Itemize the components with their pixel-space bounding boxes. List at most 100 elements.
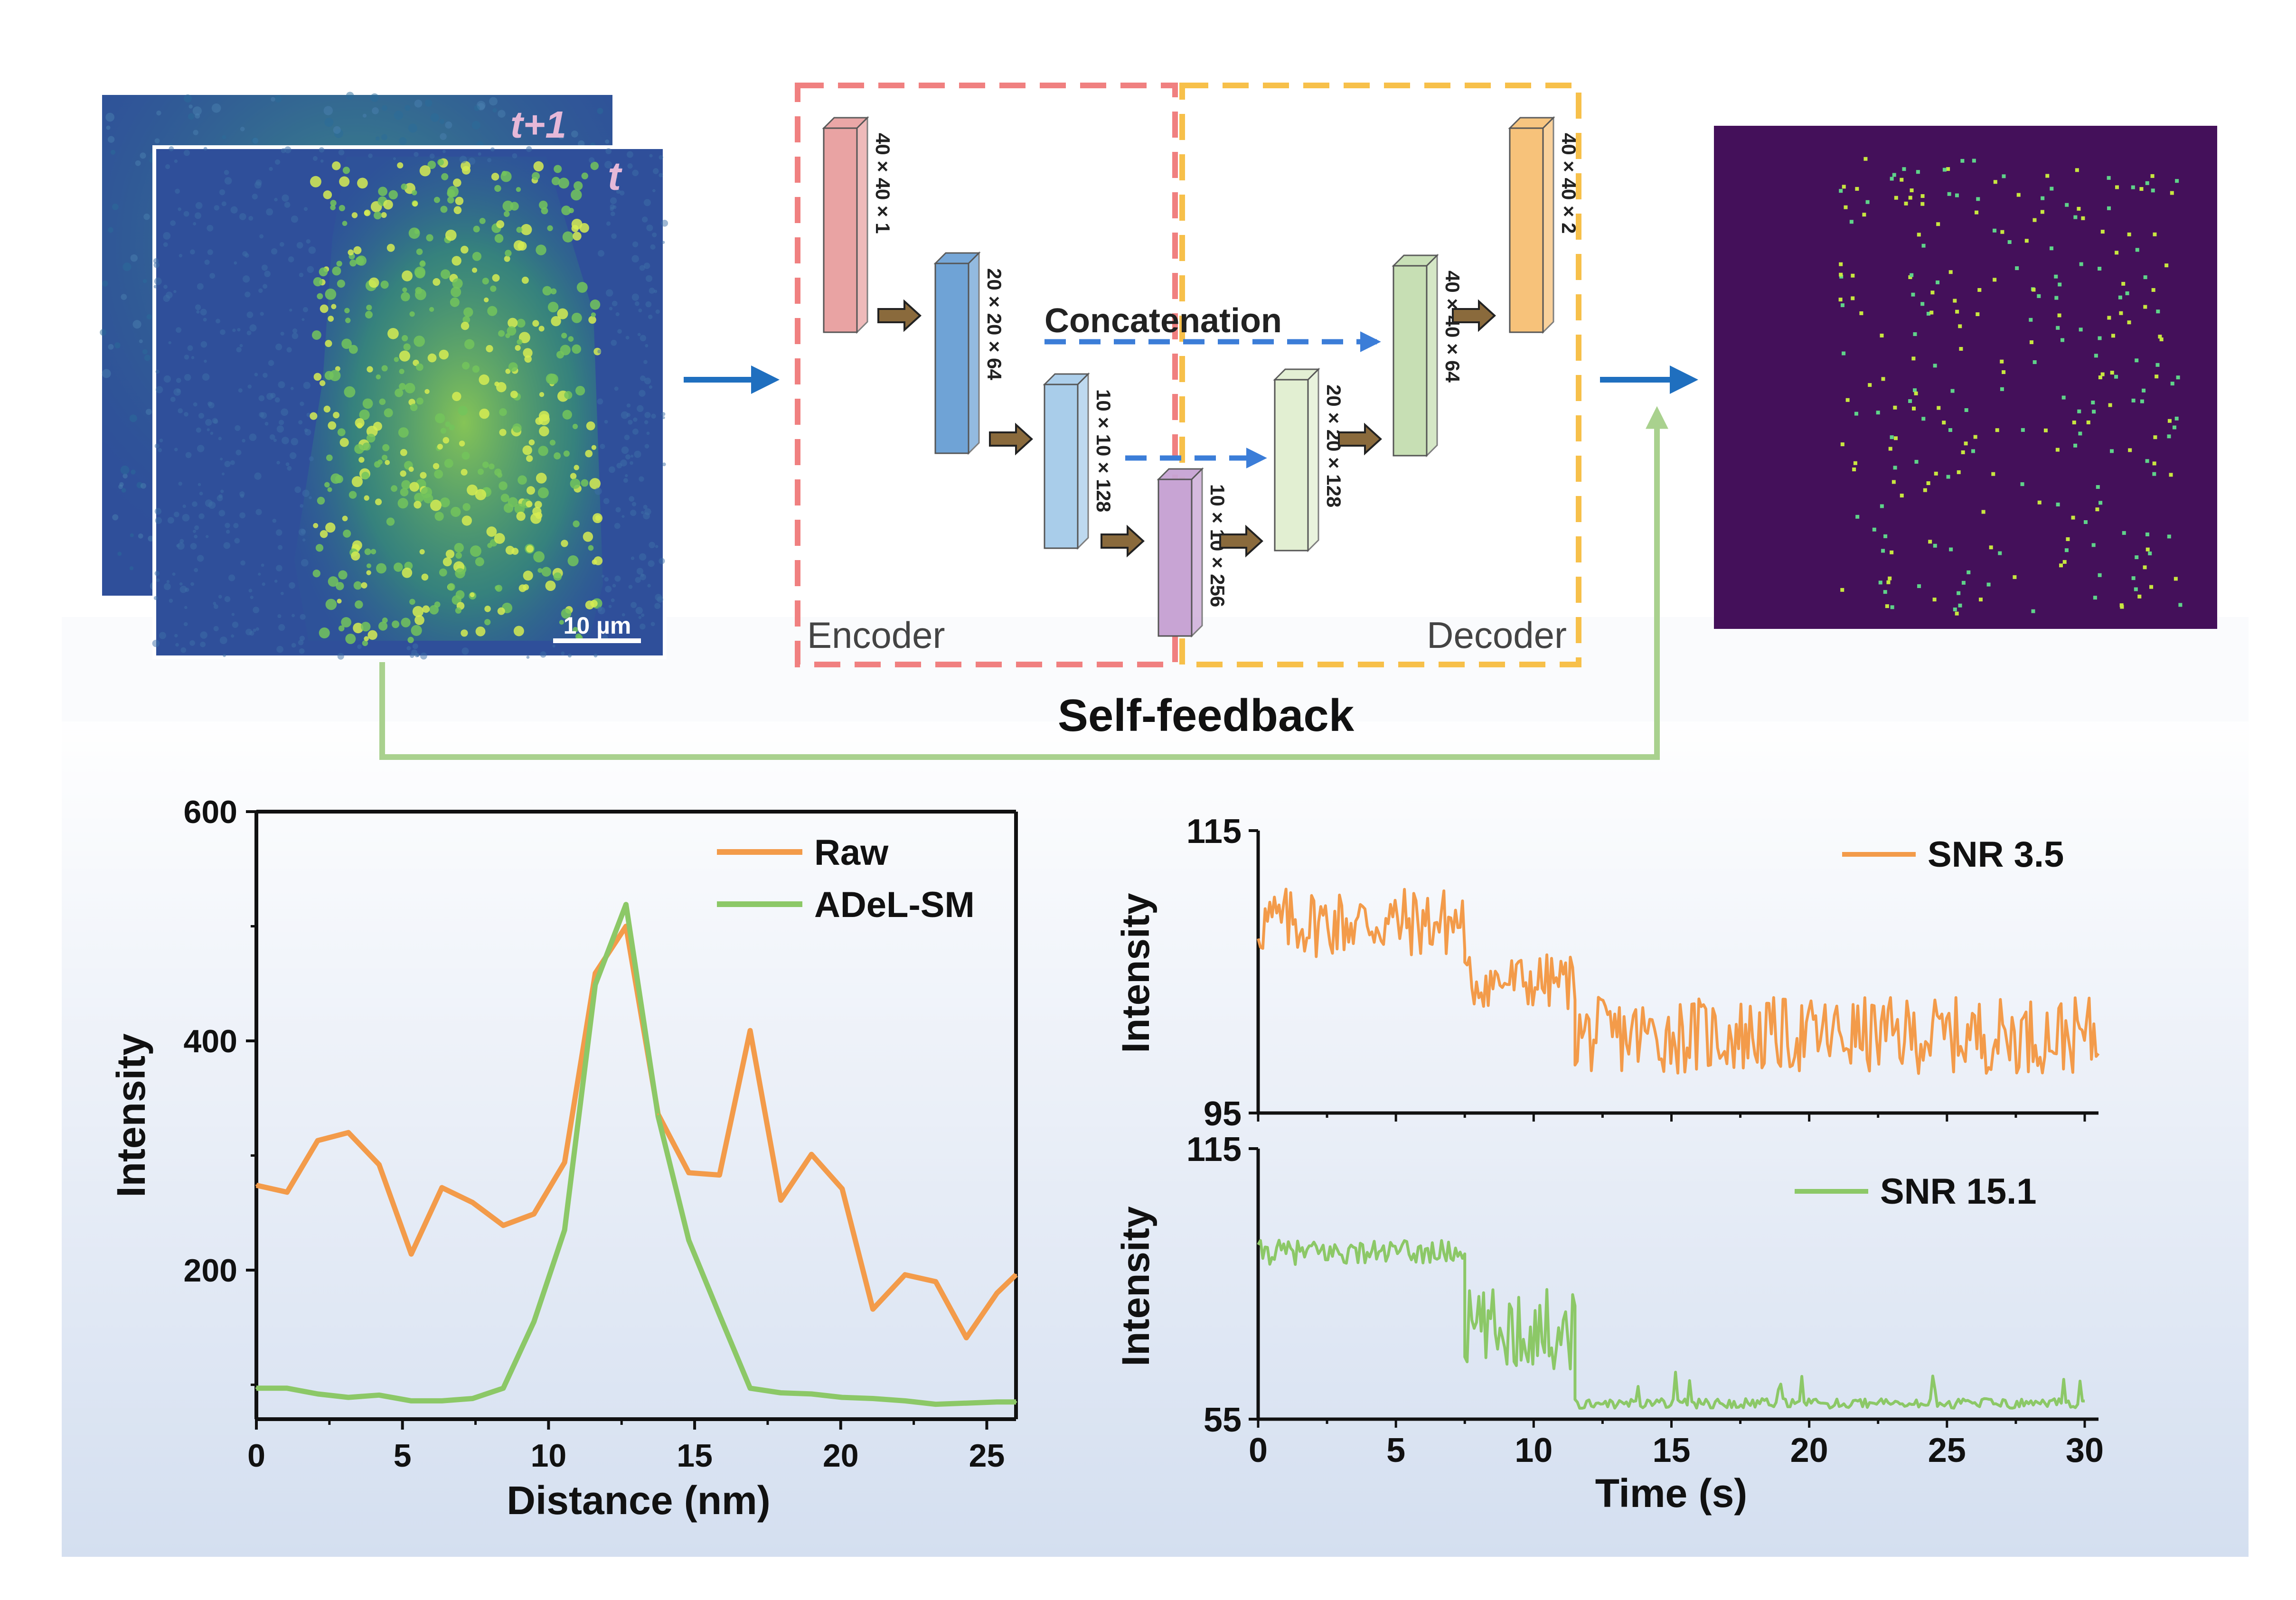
signal-speck bbox=[517, 318, 526, 328]
signal-speck bbox=[557, 308, 568, 319]
scale-bar-label: 10 µm bbox=[564, 612, 631, 639]
localization-dot bbox=[1840, 442, 1844, 447]
signal-speck bbox=[249, 324, 257, 332]
signal-speck bbox=[515, 345, 521, 351]
chart2-legend: SNR 3.5 bbox=[1928, 834, 2064, 875]
signal-speck bbox=[439, 349, 449, 360]
signal-speck bbox=[185, 452, 192, 458]
localization-dot bbox=[2108, 403, 2112, 407]
unet-diagram: Encoder Decoder Concatenation 40 × 40 × … bbox=[795, 83, 1581, 667]
signal-speck bbox=[220, 458, 223, 461]
signal-speck bbox=[239, 213, 246, 220]
signal-speck bbox=[299, 272, 304, 278]
signal-speck bbox=[348, 249, 354, 256]
signal-speck bbox=[337, 280, 345, 288]
signal-speck bbox=[593, 654, 598, 658]
signal-speck bbox=[183, 150, 190, 156]
decoder-label: Decoder bbox=[1427, 614, 1567, 656]
localization-dot bbox=[1842, 351, 1846, 356]
signal-speck bbox=[345, 633, 356, 644]
signal-speck bbox=[319, 147, 325, 153]
signal-speck bbox=[196, 427, 201, 433]
signal-speck bbox=[581, 172, 588, 179]
signal-speck bbox=[514, 503, 525, 514]
signal-speck bbox=[355, 418, 365, 428]
localization-dot bbox=[2153, 435, 2157, 440]
signal-speck bbox=[610, 211, 615, 216]
chart1-point bbox=[378, 1163, 380, 1166]
signal-speck bbox=[409, 311, 415, 317]
localization-dot bbox=[1851, 296, 1855, 300]
localization-dot bbox=[2152, 472, 2156, 476]
signal-speck bbox=[532, 507, 542, 516]
signal-speck bbox=[302, 489, 310, 497]
chart1-xtick-label: 10 bbox=[531, 1438, 567, 1474]
signal-speck bbox=[561, 608, 572, 619]
signal-speck bbox=[631, 502, 637, 506]
signal-speck bbox=[414, 493, 424, 503]
localization-dot bbox=[1908, 196, 1912, 200]
chart1-point bbox=[564, 1161, 566, 1164]
chart1-point bbox=[564, 1229, 566, 1231]
signal-speck bbox=[422, 605, 430, 613]
chart1-point bbox=[780, 1392, 782, 1394]
frame-front-noise bbox=[152, 146, 668, 660]
localization-dot bbox=[2077, 409, 2081, 413]
layer-front-face bbox=[1393, 265, 1428, 457]
signal-speck bbox=[175, 188, 180, 194]
signal-speck bbox=[594, 487, 602, 495]
signal-speck bbox=[588, 545, 594, 551]
layer-block-3: 10 × 10 × 128 bbox=[1043, 372, 1115, 550]
signal-speck bbox=[414, 229, 420, 234]
signal-speck bbox=[497, 607, 505, 615]
noise-speck bbox=[571, 130, 578, 138]
signal-speck bbox=[259, 412, 264, 418]
chart2-ticks: 95 115 bbox=[1186, 813, 2086, 1133]
signal-speck bbox=[452, 256, 461, 266]
localization-dot bbox=[2079, 327, 2083, 332]
chart1-point bbox=[286, 1191, 288, 1193]
signal-speck bbox=[508, 318, 518, 328]
signal-speck bbox=[500, 494, 509, 503]
chart1-xlabel: Distance (nm) bbox=[507, 1478, 770, 1523]
signal-speck bbox=[230, 206, 238, 214]
localization-dot bbox=[1839, 272, 1843, 277]
signal-speck bbox=[353, 623, 364, 634]
signal-speck bbox=[625, 336, 630, 340]
chart1-point bbox=[718, 1314, 721, 1316]
signal-speck bbox=[195, 202, 203, 209]
signal-speck bbox=[277, 614, 282, 618]
signal-speck bbox=[626, 412, 630, 417]
localization-dot bbox=[2100, 230, 2105, 234]
localization-dot bbox=[2037, 500, 2042, 505]
signal-speck bbox=[538, 326, 545, 332]
signal-speck bbox=[472, 252, 482, 261]
signal-speck bbox=[285, 462, 290, 467]
signal-speck bbox=[289, 452, 297, 459]
signal-speck bbox=[361, 621, 371, 632]
localization-dot bbox=[2073, 215, 2078, 219]
noise-speck bbox=[107, 136, 115, 143]
localization-dot bbox=[2058, 282, 2062, 287]
localization-dot bbox=[1878, 580, 1882, 585]
signal-speck bbox=[284, 146, 292, 154]
localization-dot bbox=[1904, 201, 1908, 206]
localization-dot bbox=[2073, 443, 2078, 448]
signal-speck bbox=[539, 200, 548, 210]
signal-speck bbox=[447, 189, 455, 198]
signal-speck bbox=[374, 211, 382, 220]
signal-speck bbox=[421, 573, 429, 581]
signal-speck bbox=[434, 469, 443, 479]
localization-dot bbox=[1986, 582, 1991, 587]
signal-speck bbox=[630, 556, 635, 560]
chart3-series-snr151 bbox=[1257, 1239, 2085, 1410]
signal-speck bbox=[407, 636, 414, 643]
localization-dot bbox=[1921, 417, 1926, 421]
localization-dot bbox=[2156, 309, 2160, 314]
signal-speck bbox=[179, 539, 184, 543]
layer-dims-label: 40 × 40 × 2 bbox=[1558, 133, 1580, 234]
signal-speck bbox=[337, 653, 344, 660]
signal-speck bbox=[242, 439, 245, 443]
signal-speck bbox=[235, 425, 241, 431]
signal-speck bbox=[628, 420, 633, 425]
